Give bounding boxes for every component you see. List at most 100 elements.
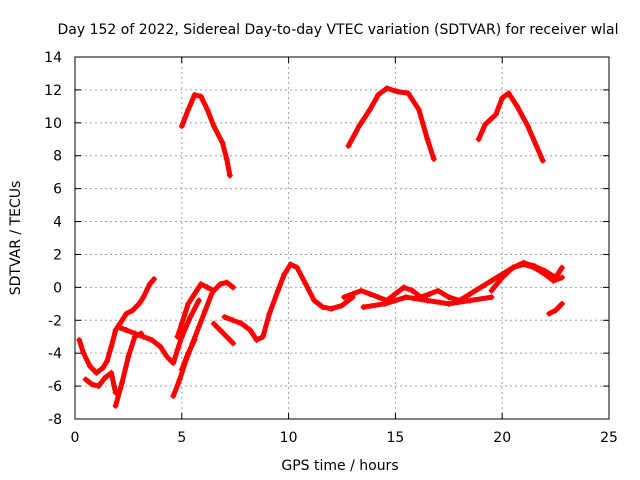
data-point-marker bbox=[514, 103, 521, 110]
data-point-marker bbox=[221, 313, 228, 320]
data-point-marker bbox=[223, 156, 230, 163]
data-point-marker bbox=[520, 259, 527, 266]
y-tick-label: -4 bbox=[48, 346, 62, 362]
data-point-marker bbox=[230, 340, 237, 347]
data-point-marker bbox=[266, 310, 273, 317]
data-point-marker bbox=[445, 300, 452, 307]
data-point-marker bbox=[95, 383, 102, 390]
data-point-marker bbox=[99, 364, 106, 371]
data-point-marker bbox=[210, 320, 217, 327]
data-point-marker bbox=[424, 297, 431, 304]
y-axis-label: SDTVAR / TECUs bbox=[8, 181, 24, 296]
data-point-marker bbox=[108, 343, 115, 350]
series-arc9-markers bbox=[174, 279, 237, 340]
data-point-marker bbox=[415, 106, 422, 113]
data-point-marker bbox=[349, 290, 356, 297]
data-point-marker bbox=[101, 374, 108, 381]
data-point-marker bbox=[375, 294, 382, 301]
data-point-marker bbox=[400, 284, 407, 291]
data-point-marker bbox=[552, 274, 559, 281]
data-point-marker bbox=[202, 307, 209, 314]
series-arc12-markers bbox=[210, 320, 237, 347]
data-point-marker bbox=[185, 350, 192, 357]
data-point-marker bbox=[178, 123, 185, 130]
y-tick-label: 8 bbox=[53, 149, 62, 165]
x-tick-label: 15 bbox=[386, 430, 404, 446]
data-point-marker bbox=[477, 284, 484, 291]
data-point-marker bbox=[178, 366, 185, 373]
data-point-marker bbox=[80, 350, 87, 357]
data-point-marker bbox=[210, 123, 217, 130]
data-point-marker bbox=[559, 264, 566, 271]
data-point-marker bbox=[339, 302, 345, 309]
y-tick-label: 12 bbox=[44, 83, 62, 99]
data-point-marker bbox=[274, 287, 281, 294]
data-point-marker bbox=[360, 304, 367, 311]
data-point-marker bbox=[294, 264, 301, 271]
data-point-marker bbox=[191, 337, 198, 344]
data-point-marker bbox=[114, 323, 121, 330]
data-point-marker bbox=[375, 91, 382, 98]
data-point-marker bbox=[394, 88, 401, 95]
x-tick-label: 5 bbox=[177, 430, 186, 446]
data-point-marker bbox=[230, 284, 237, 291]
y-tick-label: 0 bbox=[53, 280, 62, 296]
data-point-marker bbox=[210, 287, 217, 294]
data-point-marker bbox=[82, 376, 89, 383]
data-point-marker bbox=[311, 297, 318, 304]
series-arc7-markers bbox=[114, 297, 202, 367]
data-point-marker bbox=[125, 353, 132, 360]
data-point-marker bbox=[253, 337, 260, 344]
series-arc5 bbox=[83, 370, 119, 396]
data-point-marker bbox=[89, 381, 96, 388]
tick-labels: 0 5 10 15 20 25 -8 -6 -4 -2 0 2 4 6 8 10 12 14 bbox=[44, 50, 618, 446]
data-point-marker bbox=[191, 290, 198, 297]
data-point-marker bbox=[328, 305, 335, 312]
series-arc2-markers bbox=[345, 85, 437, 163]
data-point-marker bbox=[163, 353, 170, 360]
series-arc16-markers bbox=[546, 300, 566, 317]
series-arc4-markers bbox=[76, 276, 158, 376]
data-point-marker bbox=[226, 172, 233, 179]
data-point-marker bbox=[488, 294, 495, 301]
data-point-marker bbox=[217, 327, 224, 334]
y-tick-label: 2 bbox=[53, 247, 62, 263]
data-point-marker bbox=[104, 358, 111, 365]
series-arc10-markers bbox=[178, 337, 198, 373]
data-point-marker bbox=[482, 121, 489, 128]
data-point-marker bbox=[148, 337, 155, 344]
data-point-marker bbox=[123, 310, 130, 317]
x-tick-label: 25 bbox=[600, 430, 618, 446]
data-point-marker bbox=[178, 320, 185, 327]
data-point-marker bbox=[492, 111, 499, 118]
data-point-marker bbox=[108, 369, 115, 376]
data-point-marker bbox=[223, 279, 230, 286]
data-point-marker bbox=[467, 297, 474, 304]
data-point-marker bbox=[123, 327, 130, 334]
series-arc15 bbox=[489, 260, 565, 294]
data-point-marker bbox=[151, 276, 158, 283]
data-point-marker bbox=[198, 281, 205, 288]
y-tick-label: 14 bbox=[44, 50, 62, 66]
data-point-marker bbox=[467, 290, 474, 297]
y-tick-label: -6 bbox=[48, 379, 62, 395]
x-tick-label: 20 bbox=[493, 430, 511, 446]
data-point-marker bbox=[198, 93, 205, 100]
data-point-marker bbox=[435, 287, 442, 294]
data-point-marker bbox=[358, 287, 365, 294]
series-arc15-markers bbox=[488, 259, 566, 294]
series-arc3 bbox=[476, 90, 546, 164]
series-arc12 bbox=[211, 321, 236, 346]
data-point-marker bbox=[475, 136, 482, 143]
axis-ticks bbox=[74, 56, 610, 420]
data-point-marker bbox=[430, 156, 437, 163]
data-point-marker bbox=[86, 363, 93, 370]
data-point-marker bbox=[204, 106, 211, 113]
series-arc11-markers bbox=[221, 261, 356, 344]
grid bbox=[75, 57, 609, 419]
data-point-marker bbox=[217, 281, 224, 288]
data-point-marker bbox=[505, 90, 512, 97]
data-point-marker bbox=[93, 369, 100, 376]
x-tick-label: 10 bbox=[280, 430, 298, 446]
